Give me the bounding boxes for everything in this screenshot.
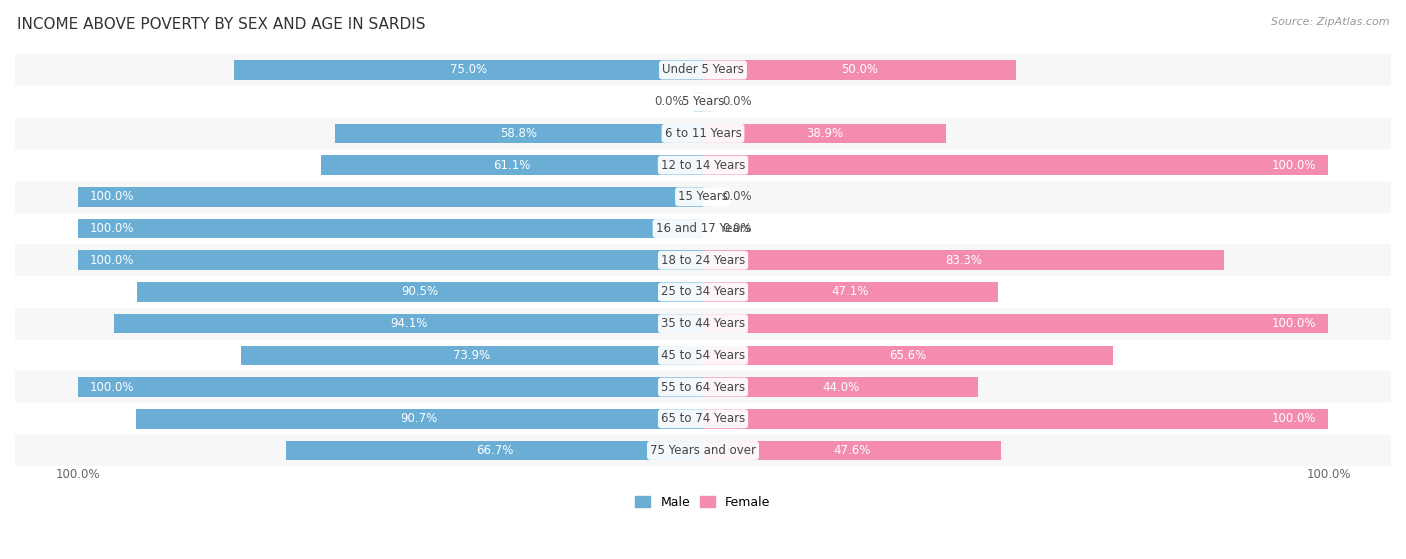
- Text: 18 to 24 Years: 18 to 24 Years: [661, 254, 745, 267]
- Text: 90.7%: 90.7%: [401, 413, 439, 425]
- Text: 25 to 34 Years: 25 to 34 Years: [661, 286, 745, 299]
- Bar: [693, 92, 703, 112]
- Bar: [15, 149, 1391, 181]
- Text: 0.0%: 0.0%: [721, 95, 751, 108]
- Text: 100.0%: 100.0%: [90, 222, 135, 235]
- Text: 44.0%: 44.0%: [823, 381, 859, 394]
- Text: 47.1%: 47.1%: [831, 286, 869, 299]
- Bar: [233, 60, 703, 80]
- Bar: [240, 345, 703, 365]
- Bar: [703, 187, 713, 207]
- Bar: [703, 377, 979, 397]
- Bar: [15, 276, 1391, 308]
- Text: 100.0%: 100.0%: [55, 468, 100, 481]
- Text: 61.1%: 61.1%: [494, 159, 530, 172]
- Text: 55 to 64 Years: 55 to 64 Years: [661, 381, 745, 394]
- Text: 0.0%: 0.0%: [655, 95, 685, 108]
- Bar: [77, 250, 703, 270]
- Text: 12 to 14 Years: 12 to 14 Years: [661, 159, 745, 172]
- Bar: [15, 435, 1391, 466]
- Bar: [77, 377, 703, 397]
- Text: INCOME ABOVE POVERTY BY SEX AND AGE IN SARDIS: INCOME ABOVE POVERTY BY SEX AND AGE IN S…: [17, 17, 426, 32]
- Text: 100.0%: 100.0%: [1271, 159, 1316, 172]
- Text: 6 to 11 Years: 6 to 11 Years: [665, 127, 741, 140]
- Text: Under 5 Years: Under 5 Years: [662, 64, 744, 77]
- Text: 0.0%: 0.0%: [721, 190, 751, 203]
- Text: Source: ZipAtlas.com: Source: ZipAtlas.com: [1271, 17, 1389, 27]
- Text: 66.7%: 66.7%: [475, 444, 513, 457]
- Text: 45 to 54 Years: 45 to 54 Years: [661, 349, 745, 362]
- Text: 100.0%: 100.0%: [90, 381, 135, 394]
- Bar: [703, 124, 946, 143]
- Bar: [15, 244, 1391, 276]
- Bar: [703, 440, 1001, 460]
- Bar: [77, 187, 703, 207]
- Text: 65.6%: 65.6%: [890, 349, 927, 362]
- Bar: [15, 403, 1391, 435]
- Bar: [703, 155, 1329, 175]
- Text: 100.0%: 100.0%: [1271, 413, 1316, 425]
- Legend: Male, Female: Male, Female: [630, 491, 776, 514]
- Bar: [335, 124, 703, 143]
- Bar: [15, 339, 1391, 371]
- Bar: [703, 314, 1329, 334]
- Text: 100.0%: 100.0%: [1306, 468, 1351, 481]
- Bar: [15, 212, 1391, 244]
- Bar: [703, 219, 713, 238]
- Text: 94.1%: 94.1%: [389, 317, 427, 330]
- Text: 5 Years: 5 Years: [682, 95, 724, 108]
- Bar: [703, 92, 713, 112]
- Bar: [703, 250, 1225, 270]
- Bar: [15, 308, 1391, 339]
- Text: 38.9%: 38.9%: [806, 127, 844, 140]
- Bar: [15, 371, 1391, 403]
- Bar: [136, 282, 703, 302]
- Bar: [703, 409, 1329, 429]
- Text: 100.0%: 100.0%: [1271, 317, 1316, 330]
- Bar: [703, 60, 1015, 80]
- Bar: [15, 117, 1391, 149]
- Bar: [15, 181, 1391, 212]
- Text: 100.0%: 100.0%: [90, 254, 135, 267]
- Bar: [285, 440, 703, 460]
- Bar: [703, 345, 1114, 365]
- Text: 58.8%: 58.8%: [501, 127, 537, 140]
- Text: 73.9%: 73.9%: [453, 349, 491, 362]
- Text: 16 and 17 Years: 16 and 17 Years: [655, 222, 751, 235]
- Text: 35 to 44 Years: 35 to 44 Years: [661, 317, 745, 330]
- Bar: [114, 314, 703, 334]
- Text: 75.0%: 75.0%: [450, 64, 486, 77]
- Text: 0.0%: 0.0%: [721, 222, 751, 235]
- Text: 75 Years and over: 75 Years and over: [650, 444, 756, 457]
- Bar: [136, 409, 703, 429]
- Text: 47.6%: 47.6%: [834, 444, 870, 457]
- Text: 65 to 74 Years: 65 to 74 Years: [661, 413, 745, 425]
- Text: 100.0%: 100.0%: [90, 190, 135, 203]
- Text: 50.0%: 50.0%: [841, 64, 877, 77]
- Bar: [321, 155, 703, 175]
- Text: 90.5%: 90.5%: [402, 286, 439, 299]
- Text: 83.3%: 83.3%: [945, 254, 981, 267]
- Bar: [703, 282, 998, 302]
- Bar: [15, 86, 1391, 117]
- Bar: [15, 54, 1391, 86]
- Bar: [77, 219, 703, 238]
- Text: 15 Years: 15 Years: [678, 190, 728, 203]
